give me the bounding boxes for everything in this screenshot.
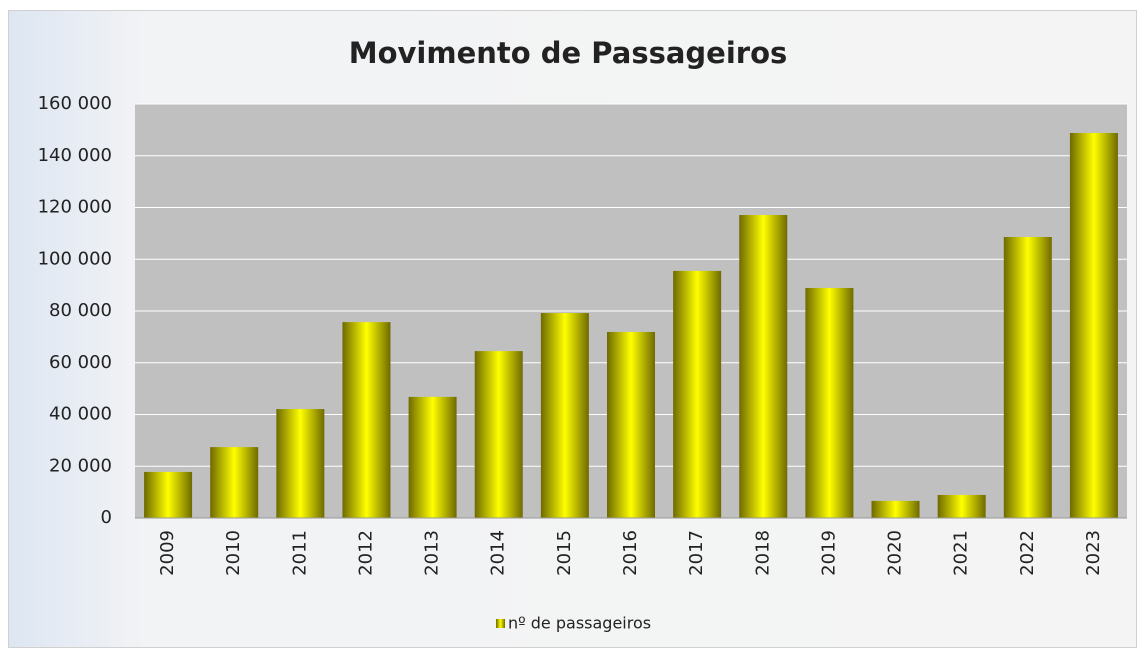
y-tick-label: 100 000 [38,248,112,269]
bar [805,287,854,518]
x-tick-label: 2009 [157,530,178,576]
x-tick-label: 2023 [1083,530,1104,576]
chart-title: Movimento de Passageiros [349,36,788,70]
bar [607,331,655,518]
y-tick-label: 160 000 [38,93,112,114]
bar [871,500,920,518]
y-tick-label: 20 000 [49,455,112,476]
bar [673,270,722,518]
y-tick-label: 60 000 [49,352,112,373]
x-tick-label: 2011 [289,530,310,576]
bar [540,313,589,518]
y-tick-label: 140 000 [38,145,112,166]
legend-label: nº de passageiros [508,614,651,633]
bar [1069,132,1118,519]
bar [144,471,193,518]
x-tick-label: 2018 [752,530,773,576]
x-tick-label: 2014 [488,530,509,576]
x-tick-label: 2017 [686,530,707,576]
x-tick-label: 2015 [554,530,575,576]
bar [1003,236,1052,518]
legend-marker [496,619,505,628]
bar [342,322,391,518]
y-tick-label: 0 [101,507,112,528]
x-tick-label: 2019 [818,530,839,576]
x-tick-label: 2021 [951,530,972,576]
bar [474,351,523,518]
y-tick-label: 40 000 [49,404,112,425]
x-tick-label: 2020 [885,530,906,576]
bar [276,409,325,518]
x-tick-label: 2022 [1017,530,1038,576]
bar [210,447,259,518]
y-tick-label: 80 000 [49,300,112,321]
y-tick-label: 120 000 [38,197,112,218]
bar [408,396,457,518]
x-tick-label: 2012 [355,530,376,576]
x-tick-label: 2016 [620,530,641,576]
x-tick-label: 2013 [422,530,443,576]
bar [739,215,788,518]
bar [937,494,986,518]
x-tick-label: 2010 [223,530,244,576]
